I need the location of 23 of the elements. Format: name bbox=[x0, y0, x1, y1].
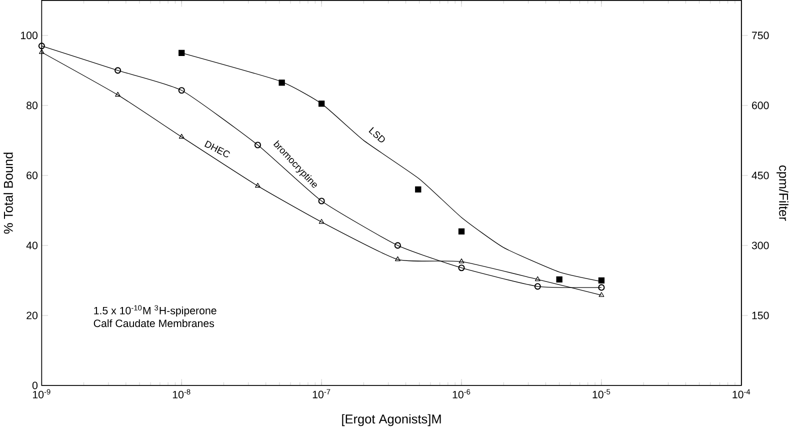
y-tick-label: 60 bbox=[26, 172, 38, 180]
x-tick-label: 10$^{-5}$ bbox=[592, 389, 610, 398]
y-tick-label: 40 bbox=[26, 242, 38, 250]
y2-tick-label: 600 bbox=[752, 102, 769, 110]
x-axis-title: [Ergot Agonists]M bbox=[342, 414, 441, 426]
y2-tick-label: 750 bbox=[752, 32, 769, 40]
x-tick-label: 10$^{-8}$ bbox=[172, 389, 190, 399]
x-tick-label: 10$^{-4}$ bbox=[732, 389, 750, 398]
annotation: 1.5 x 10$^{-10}$M $^{3}$H-spiperone bbox=[94, 305, 216, 317]
y-axis-title: % Total Bound bbox=[4, 152, 13, 234]
y2-tick-label: 300 bbox=[752, 242, 769, 250]
y-tick-label: 80 bbox=[26, 102, 38, 110]
y-tick-label: 20 bbox=[26, 312, 38, 320]
x-tick-label: 10$^{-6}$ bbox=[452, 389, 470, 399]
y-tick-label: 0 bbox=[32, 382, 38, 390]
x-tick-label: 10$^{-7}$ bbox=[312, 389, 330, 398]
text: LSD bbox=[368, 127, 385, 142]
y-tick-label: 100 bbox=[21, 32, 38, 40]
y2-tick-label: 450 bbox=[752, 172, 769, 180]
y2-axis-title: cpm/Filter bbox=[776, 166, 788, 221]
y2-tick-label: 150 bbox=[752, 312, 769, 320]
annotation: Calf Caudate Membranes bbox=[94, 320, 214, 328]
x-tick-label: 10$^{-9}$ bbox=[33, 389, 50, 399]
